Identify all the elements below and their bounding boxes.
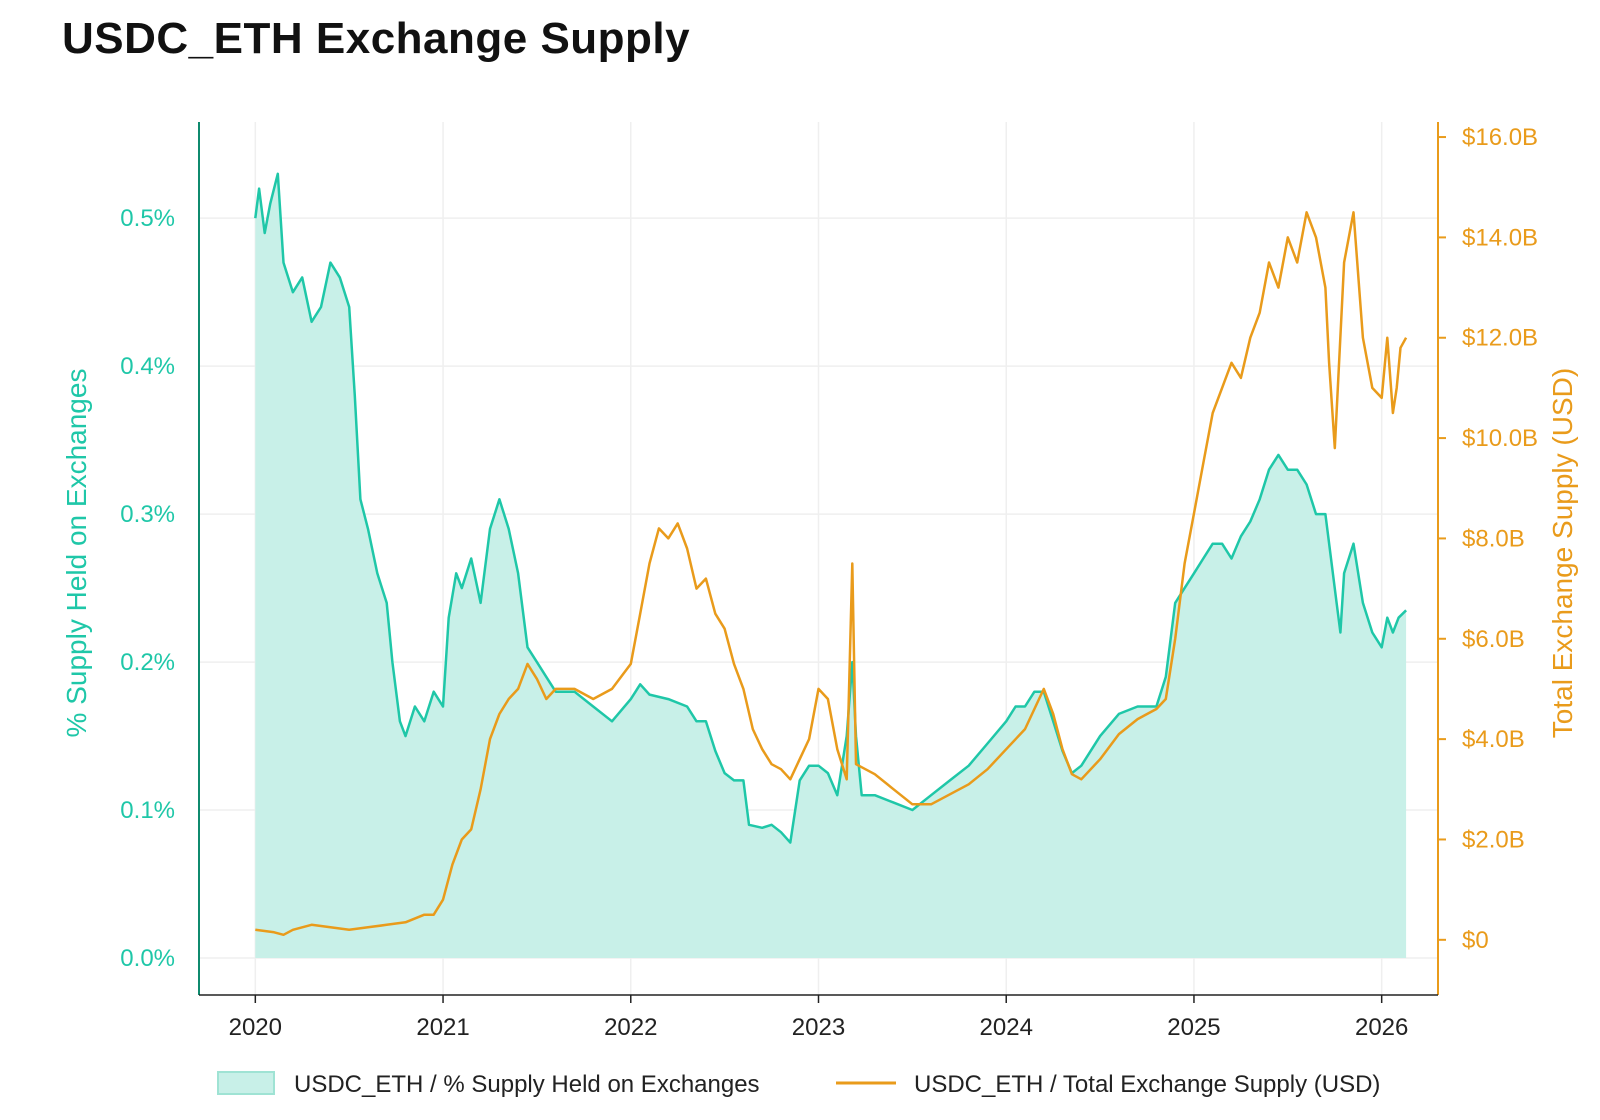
chart-title: USDC_ETH Exchange Supply (62, 14, 691, 63)
right-axis-title: Total Exchange Supply (USD) (1547, 368, 1578, 738)
right-tick-label: $10.0B (1462, 425, 1538, 452)
left-axis-ticks: 0.0% 0.1% 0.2% 0.3% 0.4% 0.5% (120, 205, 175, 972)
legend-label-usd: USDC_ETH / Total Exchange Supply (USD) (914, 1071, 1380, 1098)
x-tick-label: 2022 (604, 1014, 657, 1041)
legend-label-pct: USDC_ETH / % Supply Held on Exchanges (294, 1071, 760, 1098)
left-tick-label: 0.1% (120, 797, 175, 824)
x-tick-label: 2026 (1355, 1014, 1408, 1041)
left-tick-label: 0.2% (120, 649, 175, 676)
right-tick-label: $0 (1462, 927, 1489, 954)
left-axis-title: % Supply Held on Exchanges (61, 369, 92, 738)
right-tick-label: $16.0B (1462, 124, 1538, 151)
x-tick-label: 2020 (229, 1014, 282, 1041)
x-tick-label: 2025 (1167, 1014, 1220, 1041)
x-tick-label: 2023 (792, 1014, 845, 1041)
right-tick-label: $2.0B (1462, 826, 1525, 853)
x-tick-label: 2024 (980, 1014, 1033, 1041)
left-tick-label: 0.5% (120, 205, 175, 232)
right-tick-label: $12.0B (1462, 325, 1538, 352)
usd-line-layer (255, 211, 1408, 937)
pct-area-fill (255, 173, 1407, 959)
x-axis-ticks: 2020 2021 2022 2023 2024 2025 2026 (229, 995, 1408, 1041)
right-axis-ticks: $0 $2.0B $4.0B $6.0B $8.0B $10.0B $12.0B $14.0B… (1438, 124, 1538, 954)
usd-series-line (255, 211, 1408, 937)
legend: USDC_ETH / % Supply Held on Exchanges US… (217, 1071, 1380, 1098)
legend-swatch-area (217, 1071, 275, 1095)
x-tick-label: 2021 (416, 1014, 469, 1041)
pct-area-layer (254, 172, 1407, 959)
right-tick-label: $4.0B (1462, 726, 1525, 753)
left-tick-label: 0.0% (120, 945, 175, 972)
pct-series-line (254, 172, 1407, 844)
left-tick-label: 0.4% (120, 353, 175, 380)
right-tick-label: $14.0B (1462, 224, 1538, 251)
right-tick-label: $6.0B (1462, 626, 1525, 653)
right-tick-label: $8.0B (1462, 525, 1525, 552)
left-tick-label: 0.3% (120, 501, 175, 528)
